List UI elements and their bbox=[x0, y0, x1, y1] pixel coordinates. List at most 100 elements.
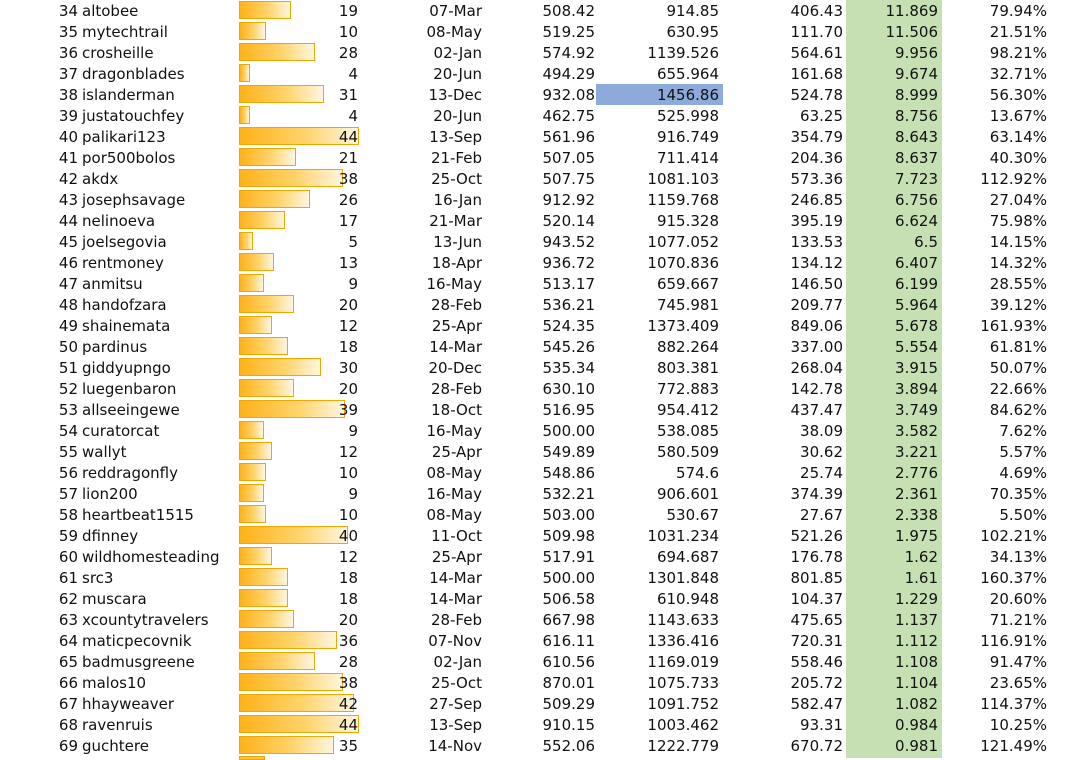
rank-cell[interactable]: 62 bbox=[58, 590, 78, 608]
username-cell[interactable]: nelinoeva bbox=[82, 212, 156, 230]
count-cell[interactable]: 40 bbox=[338, 527, 358, 545]
rank-cell[interactable]: 59 bbox=[58, 527, 78, 545]
rank-cell[interactable]: 69 bbox=[58, 737, 78, 755]
percent-cell[interactable]: 4.69% bbox=[999, 464, 1047, 482]
username-cell[interactable]: giddyupngo bbox=[82, 359, 171, 377]
percent-cell[interactable]: 56.30% bbox=[989, 86, 1047, 104]
date-cell[interactable]: 28-Feb bbox=[430, 611, 482, 629]
value3-cell[interactable]: 204.36 bbox=[790, 149, 844, 167]
percent-cell[interactable]: 10.25% bbox=[989, 716, 1047, 734]
date-cell[interactable]: 14-Mar bbox=[429, 338, 482, 356]
value2-text[interactable]: 1336.416 bbox=[647, 632, 719, 650]
score-cell[interactable]: 1.108 bbox=[895, 653, 938, 671]
value3-cell[interactable]: 104.37 bbox=[790, 590, 844, 608]
rank-cell[interactable]: 42 bbox=[58, 170, 78, 188]
value3-cell[interactable]: 209.77 bbox=[790, 296, 844, 314]
rank-cell[interactable]: 63 bbox=[58, 611, 78, 629]
percent-cell[interactable]: 84.62% bbox=[989, 401, 1047, 419]
date-cell[interactable]: 07-Nov bbox=[428, 632, 482, 650]
value3-cell[interactable]: 475.65 bbox=[790, 611, 844, 629]
count-cell[interactable]: 42 bbox=[338, 695, 358, 713]
score-cell[interactable]: 5.678 bbox=[895, 317, 938, 335]
value2-text[interactable]: 655.964 bbox=[656, 65, 719, 83]
value3-cell[interactable]: 720.31 bbox=[790, 632, 844, 650]
score-cell[interactable]: 8.643 bbox=[895, 128, 938, 146]
count-cell[interactable]: 31 bbox=[338, 86, 358, 104]
value3-cell[interactable]: 573.36 bbox=[790, 170, 844, 188]
date-cell[interactable]: 13-Jun bbox=[433, 233, 482, 251]
score-cell[interactable]: 1.229 bbox=[895, 590, 938, 608]
score-cell[interactable]: 6.624 bbox=[895, 212, 938, 230]
score-cell[interactable]: 2.776 bbox=[895, 464, 938, 482]
value3-cell[interactable]: 146.50 bbox=[790, 275, 844, 293]
value2-text[interactable]: 882.264 bbox=[656, 338, 719, 356]
date-cell[interactable]: 18-Apr bbox=[431, 254, 482, 272]
count-cell[interactable]: 44 bbox=[338, 716, 358, 734]
rank-cell[interactable]: 66 bbox=[58, 674, 78, 692]
score-cell[interactable]: 3.749 bbox=[895, 401, 938, 419]
percent-cell[interactable]: 34.13% bbox=[989, 548, 1047, 566]
username-cell[interactable]: crosheille bbox=[82, 44, 154, 62]
percent-cell[interactable]: 91.47% bbox=[989, 653, 1047, 671]
percent-cell[interactable]: 116.91% bbox=[980, 632, 1047, 650]
value3-cell[interactable]: 30.62 bbox=[800, 443, 843, 461]
percent-cell[interactable]: 21.51% bbox=[989, 23, 1047, 41]
rank-cell[interactable]: 40 bbox=[58, 128, 78, 146]
value3-cell[interactable]: 27.67 bbox=[800, 506, 843, 524]
value1-cell[interactable]: 509.29 bbox=[542, 695, 596, 713]
percent-cell[interactable]: 161.93% bbox=[980, 317, 1047, 335]
value3-cell[interactable]: 38.09 bbox=[800, 422, 843, 440]
value2-text[interactable]: 1091.752 bbox=[647, 695, 719, 713]
value2-text[interactable]: 580.509 bbox=[656, 443, 719, 461]
percent-cell[interactable]: 5.57% bbox=[999, 443, 1047, 461]
count-cell[interactable]: 13 bbox=[338, 254, 358, 272]
count-cell[interactable]: 9 bbox=[348, 485, 358, 503]
username-cell[interactable]: joelsegovia bbox=[82, 233, 167, 251]
percent-cell[interactable]: 13.67% bbox=[989, 107, 1047, 125]
rank-cell[interactable]: 57 bbox=[58, 485, 78, 503]
value3-cell[interactable]: 161.68 bbox=[790, 65, 844, 83]
value1-cell[interactable]: 943.52 bbox=[542, 233, 596, 251]
username-cell[interactable]: akdx bbox=[82, 170, 119, 188]
value3-cell[interactable]: 134.12 bbox=[790, 254, 844, 272]
percent-cell[interactable]: 5.50% bbox=[999, 506, 1047, 524]
value1-cell[interactable]: 513.17 bbox=[542, 275, 596, 293]
date-cell[interactable]: 02-Jan bbox=[433, 44, 482, 62]
count-cell[interactable]: 17 bbox=[338, 212, 358, 230]
score-cell[interactable]: 9.956 bbox=[895, 44, 938, 62]
count-cell[interactable]: 20 bbox=[338, 296, 358, 314]
date-cell[interactable]: 27-Sep bbox=[429, 695, 482, 713]
score-cell[interactable]: 8.756 bbox=[895, 107, 938, 125]
value3-cell[interactable]: 849.06 bbox=[790, 317, 844, 335]
percent-cell[interactable]: 102.21% bbox=[980, 527, 1047, 545]
value2-text[interactable]: 694.687 bbox=[656, 548, 719, 566]
count-cell[interactable]: 20 bbox=[338, 611, 358, 629]
value3-cell[interactable]: 406.43 bbox=[790, 2, 844, 20]
username-cell[interactable]: altobee bbox=[82, 2, 139, 20]
username-cell[interactable]: mytechtrail bbox=[82, 23, 168, 41]
rank-cell[interactable]: 44 bbox=[58, 212, 78, 230]
value2-text[interactable]: 530.67 bbox=[666, 506, 720, 524]
score-cell[interactable]: 1.104 bbox=[895, 674, 938, 692]
value3-cell[interactable]: 558.46 bbox=[790, 653, 844, 671]
date-cell[interactable]: 13-Sep bbox=[429, 128, 482, 146]
count-cell[interactable]: 5 bbox=[348, 233, 358, 251]
date-cell[interactable]: 16-May bbox=[426, 485, 482, 503]
rank-cell[interactable]: 58 bbox=[58, 506, 78, 524]
count-cell[interactable]: 12 bbox=[338, 443, 358, 461]
count-cell[interactable]: 21 bbox=[338, 149, 358, 167]
percent-cell[interactable]: 39.12% bbox=[989, 296, 1047, 314]
score-cell[interactable]: 1.61 bbox=[904, 569, 938, 587]
percent-cell[interactable]: 40.30% bbox=[989, 149, 1047, 167]
percent-cell[interactable]: 121.49% bbox=[980, 737, 1047, 755]
count-cell[interactable]: 26 bbox=[338, 191, 358, 209]
percent-cell[interactable]: 160.37% bbox=[980, 569, 1047, 587]
username-cell[interactable]: heartbeat1515 bbox=[82, 506, 194, 524]
username-cell[interactable]: lion200 bbox=[82, 485, 138, 503]
value3-cell[interactable]: 801.85 bbox=[790, 569, 844, 587]
rank-cell[interactable]: 41 bbox=[58, 149, 78, 167]
value3-cell[interactable]: 395.19 bbox=[790, 212, 844, 230]
count-cell[interactable]: 19 bbox=[338, 2, 358, 20]
username-cell[interactable]: pardinus bbox=[82, 338, 148, 356]
rank-cell[interactable]: 60 bbox=[58, 548, 78, 566]
